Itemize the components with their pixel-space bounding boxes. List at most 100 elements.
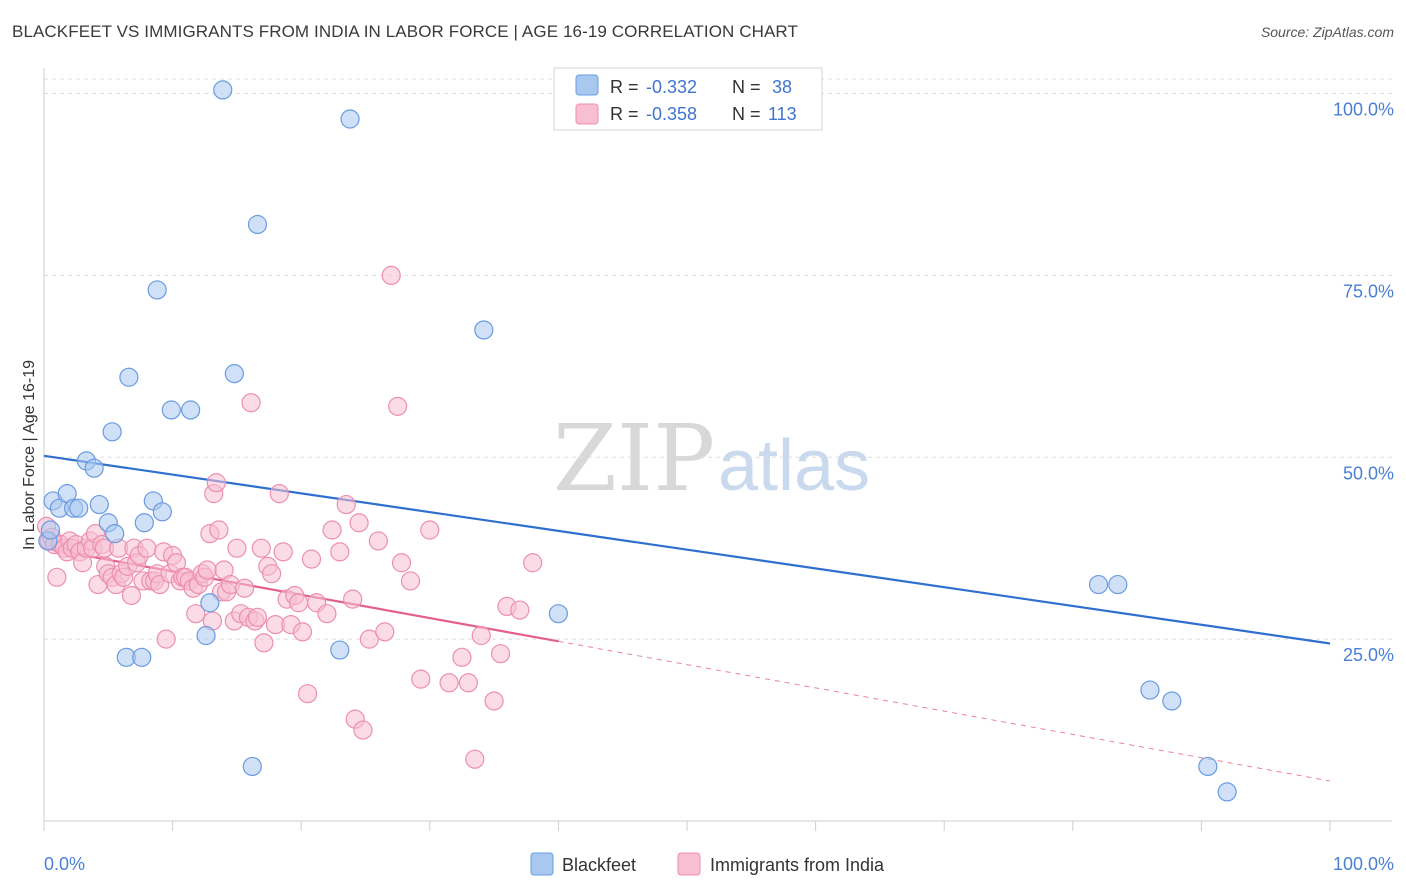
blackfeet-point <box>340 109 360 129</box>
india-point <box>121 585 142 606</box>
x-tick-label-max: 100.0% <box>1333 854 1394 874</box>
india-point <box>197 560 217 580</box>
india-point <box>439 673 459 693</box>
india-point <box>209 520 229 540</box>
source-credit: Source: ZipAtlas.com <box>1260 24 1394 40</box>
watermark-zip: ZIP <box>553 405 715 512</box>
blackfeet-point <box>213 80 233 100</box>
india-point <box>47 567 67 587</box>
india-point <box>381 265 401 286</box>
legend-r-label-india: R = <box>610 104 639 124</box>
blackfeet-point <box>200 593 220 613</box>
india-point <box>510 600 530 620</box>
trend-line-blackfeet <box>43 454 1331 645</box>
series-legend: Blackfeet Immigrants from India <box>530 852 885 876</box>
india-point <box>137 538 157 558</box>
india-point <box>349 513 369 533</box>
bottom-legend-india: Immigrants from India <box>710 855 885 875</box>
india-point <box>353 720 373 740</box>
blackfeet-point <box>1217 782 1237 802</box>
india-point <box>465 749 485 769</box>
legend-r-value-blackfeet: -0.332 <box>646 77 697 97</box>
india-point <box>292 622 313 642</box>
india-point <box>368 531 388 551</box>
blackfeet-point <box>152 502 172 522</box>
y-tick-labels: 25.0% 50.0% 75.0% 100.0% <box>1333 100 1394 666</box>
blackfeet-point <box>1198 756 1218 777</box>
trend-line-india-extension <box>558 640 1331 782</box>
india-point <box>330 542 350 562</box>
legend-n-value-blackfeet: 38 <box>772 77 792 97</box>
axes <box>43 68 1392 822</box>
y-tick-label: 100.0% <box>1333 100 1394 120</box>
india-point <box>359 629 379 649</box>
india-point <box>206 473 226 493</box>
india-point <box>227 538 247 558</box>
india-point <box>156 629 176 649</box>
india-point <box>343 589 363 609</box>
legend-swatch-india <box>575 103 599 125</box>
stats-legend: R = -0.332 N = 38 R = -0.358 N = 113 <box>553 67 823 131</box>
stats-legend-box <box>553 67 823 131</box>
india-point <box>186 604 206 624</box>
india-point <box>317 604 337 624</box>
legend-n-value-india: 113 <box>768 104 797 124</box>
legend-swatch-blackfeet <box>575 74 599 96</box>
india-point <box>523 553 543 573</box>
chart-title: BLACKFEET VS IMMIGRANTS FROM INDIA IN LA… <box>12 22 798 41</box>
bottom-swatch-india <box>677 852 701 876</box>
y-tick-label: 75.0% <box>1343 281 1394 301</box>
india-point <box>273 542 293 562</box>
x-ticks <box>43 821 1331 831</box>
india-point <box>262 564 282 584</box>
y-tick-label: 25.0% <box>1343 645 1394 665</box>
india-point <box>289 593 309 613</box>
blackfeet-point <box>147 280 167 300</box>
blackfeet-point <box>247 214 268 235</box>
india-point <box>391 553 412 573</box>
india-point <box>490 644 511 664</box>
legend-r-label-blackfeet: R = <box>610 77 639 97</box>
blackfeet-point <box>196 625 216 646</box>
india-point <box>254 633 274 653</box>
blackfeet-point <box>330 640 350 660</box>
blackfeet-point <box>224 364 244 384</box>
watermark-atlas: atlas <box>718 426 870 506</box>
bottom-swatch-blackfeet <box>530 852 554 876</box>
blackfeet-point <box>84 458 104 478</box>
india-point <box>400 571 421 591</box>
y-axis-title: In Labor Force | Age 16-19 <box>21 360 38 550</box>
india-point <box>411 669 431 689</box>
india-point <box>269 484 289 504</box>
india-points <box>36 265 543 769</box>
india-point <box>471 625 491 646</box>
blackfeet-point <box>1108 574 1128 595</box>
blackfeet-points <box>38 80 1237 802</box>
blackfeet-point <box>1088 574 1109 595</box>
india-point <box>241 393 261 413</box>
blackfeet-point <box>474 320 494 340</box>
india-point <box>247 607 268 627</box>
blackfeet-point <box>40 520 61 540</box>
india-point <box>375 622 395 642</box>
india-point <box>298 684 318 704</box>
legend-r-value-india: -0.358 <box>646 104 697 124</box>
blackfeet-point <box>105 524 125 544</box>
india-point <box>388 396 408 416</box>
y-tick-label: 50.0% <box>1343 463 1394 483</box>
blackfeet-point <box>134 513 154 533</box>
india-point <box>458 673 478 693</box>
india-point <box>336 494 356 515</box>
blackfeet-point <box>1140 680 1160 700</box>
blackfeet-point <box>1162 691 1182 711</box>
blackfeet-point <box>242 756 262 777</box>
india-point <box>484 691 504 711</box>
india-point <box>452 647 472 667</box>
legend-n-label-india: N = <box>732 104 761 124</box>
india-point <box>251 538 271 558</box>
india-point <box>420 520 440 540</box>
blackfeet-point <box>548 604 569 624</box>
blackfeet-point <box>132 647 152 667</box>
india-point <box>301 549 322 569</box>
